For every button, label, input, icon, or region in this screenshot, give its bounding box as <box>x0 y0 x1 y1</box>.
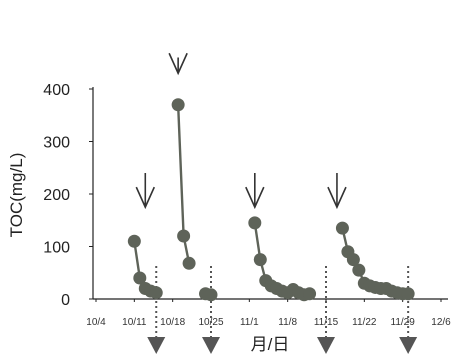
data-point <box>335 221 349 235</box>
dotted-arrows <box>147 266 418 354</box>
series-group <box>127 234 163 300</box>
dotted-arrow <box>399 266 418 354</box>
data-point <box>204 288 218 302</box>
x-tick-label: 11/1 <box>240 317 259 328</box>
dotted-arrow <box>147 266 166 354</box>
series-group <box>335 221 415 301</box>
x-tick-label: 10/4 <box>86 317 106 328</box>
data-series <box>127 98 415 302</box>
data-point <box>127 234 141 248</box>
data-point <box>149 286 163 300</box>
x-tick-label: 10/18 <box>160 317 185 328</box>
y-tick-label: 200 <box>43 187 70 204</box>
y-axis-label: TOC(mg/L) <box>7 153 26 238</box>
treatment-arrow <box>135 173 156 210</box>
treatment-arrow <box>168 52 188 76</box>
data-point <box>253 253 267 267</box>
data-point <box>171 98 185 112</box>
x-tick-label: 10/11 <box>122 317 147 328</box>
treatment-arrow <box>327 173 347 210</box>
series-group <box>199 287 218 302</box>
data-point <box>352 263 366 277</box>
data-point <box>182 256 196 270</box>
series-group <box>248 216 317 302</box>
treatment-arrow <box>245 173 265 210</box>
axes <box>89 87 448 302</box>
x-axis-label: 月/日 <box>251 335 290 354</box>
data-point <box>133 271 147 285</box>
data-point <box>346 253 360 267</box>
dotted-arrow <box>202 266 220 354</box>
x-tick-label: 11/29 <box>391 317 416 328</box>
y-tick-label: 400 <box>43 82 70 99</box>
x-tick-label: 12/6 <box>431 317 451 328</box>
data-point <box>401 287 415 301</box>
data-point <box>303 287 317 301</box>
x-tick-label: 11/8 <box>278 317 297 328</box>
data-point <box>177 229 191 243</box>
data-point <box>248 216 262 230</box>
solid-arrows <box>135 52 347 210</box>
y-tick-label: 0 <box>61 292 70 309</box>
dotted-arrow <box>317 266 335 354</box>
x-tick-label: 11/22 <box>352 317 377 328</box>
y-tick-label: 100 <box>43 240 70 257</box>
series-group <box>171 98 196 270</box>
y-tick-label: 300 <box>43 135 70 152</box>
